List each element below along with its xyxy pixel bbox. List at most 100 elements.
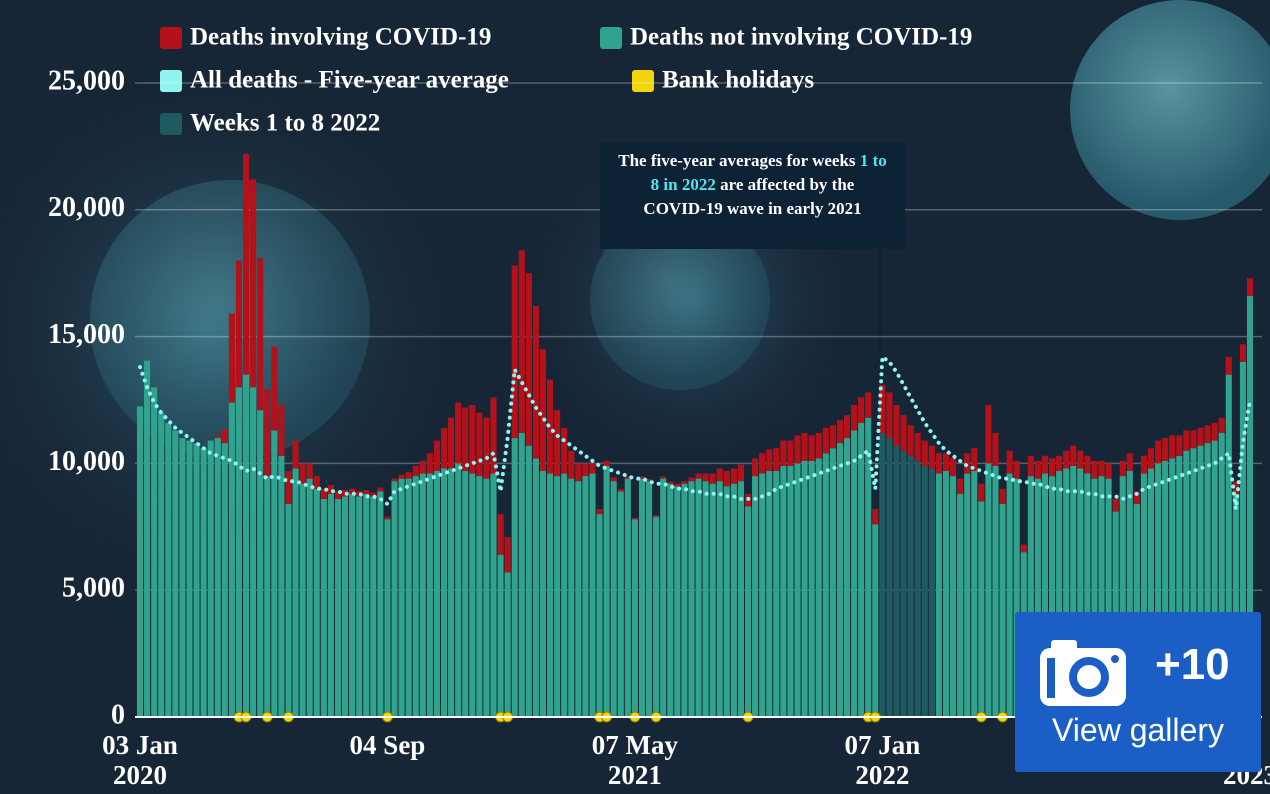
bar-segment (469, 474, 475, 717)
legend-label: Deaths involving COVID-19 (190, 24, 491, 51)
bar-segment (589, 474, 595, 717)
bar-segment (533, 458, 539, 717)
bar-segment (688, 477, 694, 481)
bar-segment (943, 453, 949, 471)
bar-segment (377, 491, 383, 717)
bar-segment (420, 461, 426, 474)
bar-segment (639, 479, 645, 717)
bar-segment (851, 405, 857, 430)
bar-segment (1084, 456, 1090, 474)
bar-segment (505, 537, 511, 573)
bar-segment (406, 479, 412, 717)
bar-segment (1247, 278, 1253, 296)
bar-segment (582, 463, 588, 476)
bar-segment (363, 494, 369, 717)
bar-segment (1098, 461, 1104, 476)
bar-segment (929, 468, 935, 717)
x-tick-label: 03 Jan (102, 730, 178, 760)
bar-segment (943, 471, 949, 717)
bar-segment (915, 433, 921, 461)
bar-segment (476, 413, 482, 476)
bar-segment (809, 461, 815, 717)
bar-segment (830, 448, 836, 717)
x-tick-label: 2021 (608, 760, 662, 790)
bar-segment (1021, 545, 1027, 553)
bar-segment (356, 496, 362, 717)
bar-segment (300, 484, 306, 717)
bar-segment (667, 484, 673, 717)
legend-swatch (600, 27, 622, 49)
bar-segment (830, 425, 836, 448)
bar-segment (271, 430, 277, 717)
bar-segment (490, 474, 496, 717)
bar-segment (498, 514, 504, 555)
bar-segment (427, 453, 433, 473)
bar-segment (837, 443, 843, 717)
bar-segment (476, 476, 482, 717)
y-tick-label: 10,000 (48, 446, 125, 477)
bar-segment (893, 446, 899, 717)
bar-segment (604, 461, 610, 466)
bar-segment (802, 461, 808, 717)
bar-segment (731, 468, 737, 483)
bar-segment (575, 481, 581, 717)
bar-segment (604, 466, 610, 717)
bar-segment (674, 484, 680, 487)
bar-segment (1049, 458, 1055, 476)
bar-segment (278, 456, 284, 717)
legend-label: Bank holidays (662, 67, 814, 94)
bar-segment (250, 387, 256, 717)
bar-segment (957, 494, 963, 717)
bar-segment (908, 456, 914, 717)
bar-segment (1091, 461, 1097, 479)
bar-segment (370, 496, 376, 717)
bar-segment (250, 179, 256, 387)
bar-segment (307, 479, 313, 717)
bar-segment (512, 438, 518, 717)
bar-segment (865, 392, 871, 417)
bar-segment (561, 474, 567, 717)
bar-segment (137, 406, 143, 717)
bar-segment (533, 306, 539, 458)
bar-segment (922, 466, 928, 717)
bar-segment (427, 474, 433, 717)
bar-segment (816, 433, 822, 458)
bar-segment (759, 453, 765, 473)
bar-segment (342, 496, 348, 717)
bar-segment (597, 514, 603, 717)
bar-segment (1000, 504, 1006, 717)
bar-segment (681, 481, 687, 484)
camera-icon (1037, 634, 1137, 714)
bar-segment (554, 410, 560, 476)
bar-segment (724, 471, 730, 486)
bar-segment (406, 472, 412, 478)
view-gallery-button[interactable]: +10 View gallery (1015, 612, 1261, 772)
annotation-text: The five-year averages for weeks (618, 151, 855, 170)
bar-segment (653, 517, 659, 717)
bar-segment (462, 471, 468, 717)
bar-segment (851, 430, 857, 717)
bar-segment (441, 468, 447, 717)
bar-segment (547, 474, 553, 717)
bar-segment (1077, 451, 1083, 469)
legend-swatch (160, 27, 182, 49)
bar-segment (1183, 430, 1189, 450)
bar-segment (794, 436, 800, 464)
bar-segment (201, 448, 207, 717)
bar-segment (695, 479, 701, 717)
bar-segment (724, 486, 730, 717)
bar-segment (399, 479, 405, 717)
bar-segment (448, 418, 454, 469)
bar-segment (561, 428, 567, 474)
bar-segment (575, 463, 581, 481)
bar-segment (872, 509, 878, 524)
legend-swatch (632, 70, 654, 92)
bar-segment (328, 494, 334, 717)
bar-segment (490, 397, 496, 473)
bar-segment (766, 449, 772, 471)
bar-segment (879, 433, 885, 717)
bar-segment (886, 438, 892, 717)
bar-segment (441, 428, 447, 469)
bar-segment (498, 555, 504, 717)
bar-segment (597, 509, 603, 514)
